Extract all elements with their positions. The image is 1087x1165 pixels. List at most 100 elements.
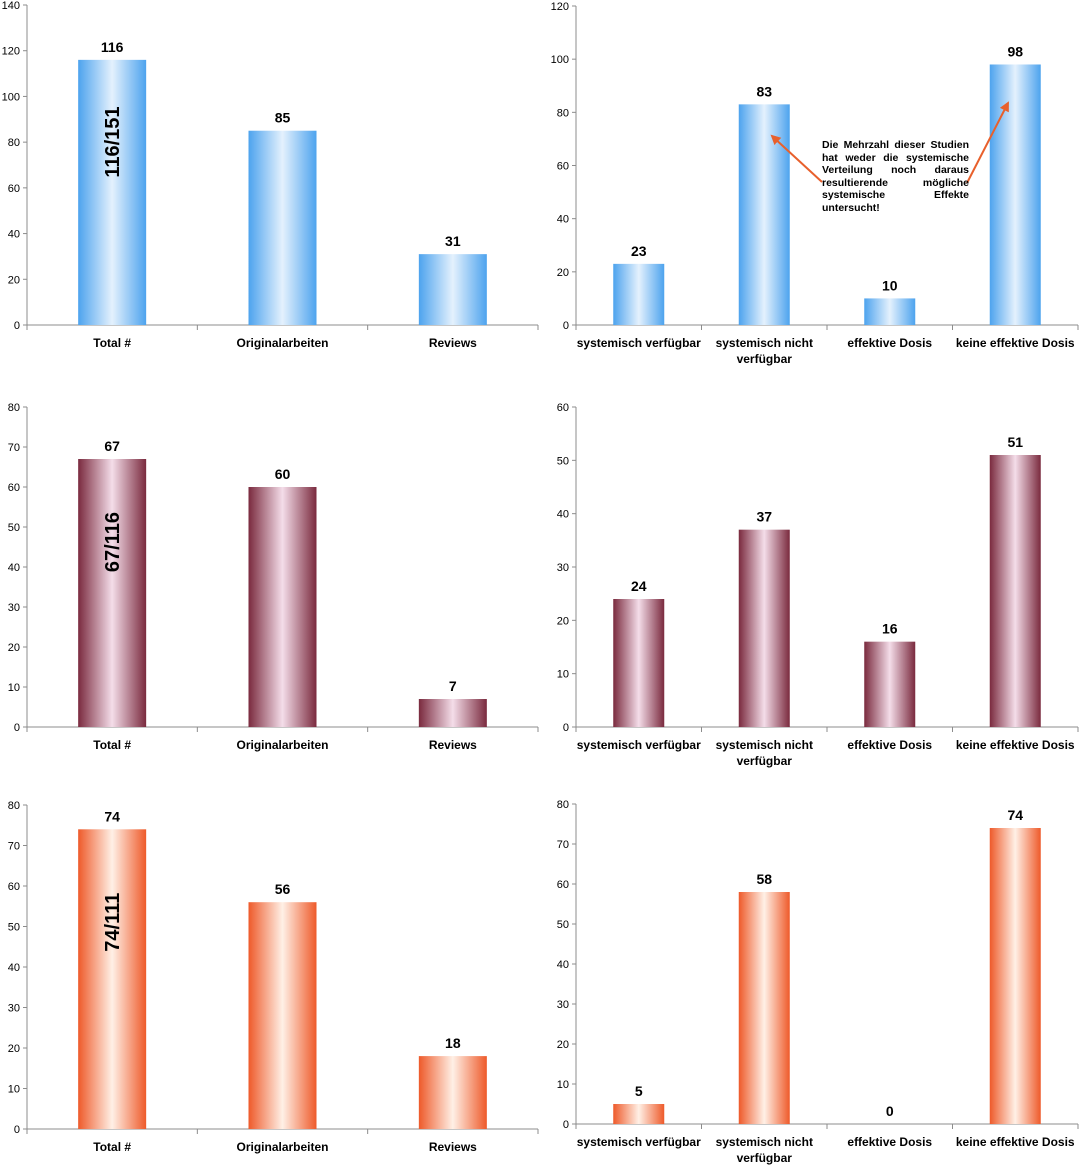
data-label: 7 bbox=[449, 678, 457, 694]
bar-1 bbox=[78, 59, 147, 325]
y-tick-label: 60 bbox=[557, 402, 569, 414]
bar-2 bbox=[738, 104, 790, 325]
y-tick-label: 30 bbox=[8, 602, 20, 614]
y-tick-label: 0 bbox=[14, 320, 20, 332]
x-tick-label: systemisch nicht bbox=[716, 1135, 813, 1149]
y-tick-label: 40 bbox=[557, 959, 569, 971]
bar-inner-label: 116/151 bbox=[102, 106, 124, 177]
bar-4 bbox=[989, 455, 1041, 727]
y-tick-label: 80 bbox=[8, 402, 20, 414]
data-label: 116 bbox=[101, 39, 124, 55]
x-tick-label: systemisch nicht bbox=[716, 738, 813, 752]
y-tick-label: 70 bbox=[8, 442, 20, 454]
data-label: 51 bbox=[1007, 434, 1023, 450]
data-label: 67 bbox=[104, 438, 120, 454]
data-label: 58 bbox=[756, 871, 772, 887]
x-tick-label: systemisch verfügbar bbox=[577, 1135, 701, 1149]
y-tick-label: 30 bbox=[557, 562, 569, 574]
y-tick-label: 100 bbox=[551, 54, 569, 66]
y-tick-label: 60 bbox=[557, 879, 569, 891]
annotation-arrow-right bbox=[966, 101, 1009, 184]
data-label: 74 bbox=[104, 808, 120, 824]
data-label: 24 bbox=[631, 578, 647, 594]
bar-1 bbox=[613, 599, 665, 727]
y-tick-label: 20 bbox=[557, 1039, 569, 1051]
y-tick-label: 140 bbox=[2, 0, 20, 12]
x-tick-label: Originalarbeiten bbox=[236, 336, 328, 350]
bar-4 bbox=[989, 828, 1041, 1124]
y-tick-label: 70 bbox=[557, 839, 569, 851]
x-tick-label: keine effektive Dosis bbox=[956, 1135, 1075, 1149]
bar-2 bbox=[248, 487, 317, 727]
annotation-arrow-left bbox=[770, 134, 823, 183]
y-tick-label: 0 bbox=[14, 722, 20, 734]
x-tick-label: Reviews bbox=[429, 336, 477, 350]
y-tick-label: 40 bbox=[8, 229, 20, 241]
y-tick-label: 120 bbox=[551, 1, 569, 13]
data-label: 83 bbox=[756, 83, 772, 99]
y-tick-label: 60 bbox=[8, 881, 20, 893]
x-tick-label: Total # bbox=[93, 1140, 131, 1154]
x-tick-label: effektive Dosis bbox=[847, 1135, 932, 1149]
y-tick-label: 80 bbox=[8, 137, 20, 149]
x-tick-label: keine effektive Dosis bbox=[956, 738, 1075, 752]
y-tick-label: 50 bbox=[8, 922, 20, 934]
data-label: 10 bbox=[882, 277, 898, 293]
chart-6: 0 10 20 30 40 50 60 70 80 5 systemisch verfügbar 58… bbox=[557, 799, 1079, 1165]
data-label: 23 bbox=[631, 243, 647, 259]
data-label: 74 bbox=[1007, 807, 1023, 823]
y-tick-label: 20 bbox=[557, 267, 569, 279]
y-tick-label: 50 bbox=[8, 522, 20, 534]
bar-inner-label: 67/116 bbox=[102, 512, 124, 572]
x-tick-label: Reviews bbox=[429, 1140, 477, 1154]
x-tick-label: effektive Dosis bbox=[847, 738, 932, 752]
data-label: 5 bbox=[635, 1083, 643, 1099]
bar-3 bbox=[864, 641, 916, 727]
y-tick-label: 10 bbox=[8, 1084, 20, 1096]
y-tick-label: 80 bbox=[557, 799, 569, 811]
x-tick-label: Total # bbox=[93, 738, 131, 752]
data-label: 98 bbox=[1007, 43, 1023, 59]
y-tick-label: 40 bbox=[8, 562, 20, 574]
bar-1 bbox=[613, 263, 665, 325]
chart-5: 0 10 20 30 40 50 60 70 80 74 Total # 56 Originalarbe… bbox=[8, 800, 539, 1154]
bar-2 bbox=[738, 529, 790, 727]
y-tick-label: 120 bbox=[2, 46, 20, 58]
y-tick-label: 50 bbox=[557, 919, 569, 931]
y-tick-label: 20 bbox=[8, 274, 20, 286]
y-tick-label: 50 bbox=[557, 455, 569, 467]
y-tick-label: 30 bbox=[8, 1003, 20, 1015]
y-tick-label: 60 bbox=[8, 482, 20, 494]
y-tick-label: 10 bbox=[557, 669, 569, 681]
y-tick-label: 70 bbox=[8, 841, 20, 853]
bar-4 bbox=[989, 64, 1041, 325]
chart-3: 0 10 20 30 40 50 60 70 80 67 Total # 60 Originalarbe… bbox=[8, 402, 539, 752]
bar-3 bbox=[418, 1056, 487, 1129]
bar-1 bbox=[613, 1104, 665, 1124]
data-label: 31 bbox=[445, 233, 461, 249]
data-label: 37 bbox=[756, 509, 772, 525]
y-tick-label: 60 bbox=[8, 183, 20, 195]
bar-2 bbox=[248, 902, 317, 1129]
y-tick-label: 80 bbox=[557, 107, 569, 119]
chart-1: 0 20 40 60 80 100 120 140 116 Total # 85 Originalar… bbox=[2, 0, 539, 350]
y-tick-label: 0 bbox=[563, 722, 569, 734]
data-label: 0 bbox=[886, 1103, 894, 1119]
data-label: 85 bbox=[275, 110, 291, 126]
y-tick-label: 0 bbox=[14, 1124, 20, 1136]
bar-1 bbox=[78, 459, 147, 727]
y-tick-label: 80 bbox=[8, 800, 20, 812]
x-tick-label: verfügbar bbox=[737, 754, 793, 768]
bar-3 bbox=[418, 699, 487, 727]
x-tick-label: Reviews bbox=[429, 738, 477, 752]
bar-2 bbox=[738, 892, 790, 1124]
x-tick-label: Originalarbeiten bbox=[236, 738, 328, 752]
x-tick-label: systemisch nicht bbox=[716, 336, 813, 350]
annotation-text: Die Mehrzahl dieser Studien hat weder di… bbox=[822, 139, 969, 214]
data-label: 60 bbox=[275, 466, 291, 482]
x-tick-label: Total # bbox=[93, 336, 131, 350]
data-label: 56 bbox=[275, 881, 291, 897]
y-tick-label: 0 bbox=[563, 1119, 569, 1131]
chart-2: 0 20 40 60 80 100 120 23 systemisch verfügbar 83 s… bbox=[551, 1, 1079, 366]
